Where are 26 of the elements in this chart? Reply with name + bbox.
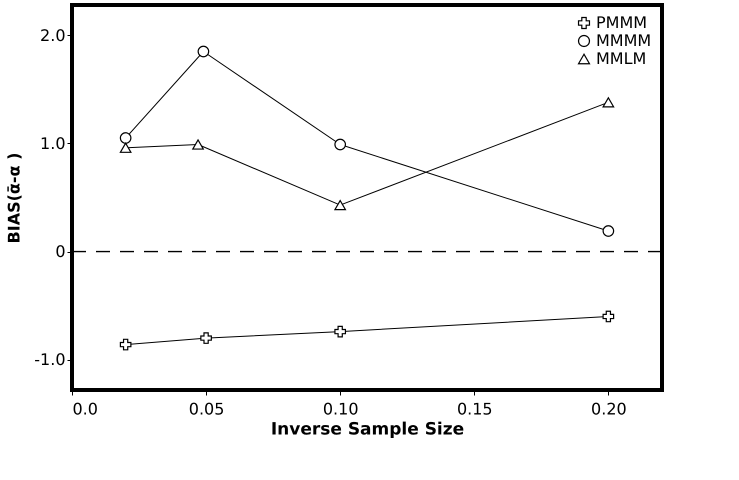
legend-label: PMMM <box>596 13 648 32</box>
point <box>198 46 210 58</box>
point <box>334 326 346 338</box>
point <box>334 200 346 210</box>
x-tick-label: 0.20 <box>591 400 627 418</box>
x-tick-label: 0.10 <box>322 400 358 418</box>
legend-label: MMMM <box>596 31 652 50</box>
point <box>602 225 614 237</box>
point <box>334 138 346 150</box>
point <box>602 310 614 322</box>
x-tick-label: 0.05 <box>188 400 224 418</box>
point <box>200 332 212 344</box>
y-tick-label: -1.0 <box>34 350 66 370</box>
y-tick-label: 0 <box>55 242 66 262</box>
y-tick-label: 1.0 <box>40 134 66 153</box>
legend-label: MMLM <box>596 49 646 68</box>
point <box>120 132 132 144</box>
point <box>602 97 614 108</box>
x-tick-label: 0.0 <box>72 400 98 418</box>
x-tick-label: 0.15 <box>456 400 493 418</box>
y-tick-label: 2.0 <box>40 26 66 45</box>
point <box>192 139 204 150</box>
y-axis-title: BIAS(ᾱ-α ) <box>4 152 24 244</box>
point <box>120 338 132 350</box>
point <box>120 142 132 153</box>
x-axis-title: Inverse Sample Size <box>270 420 464 440</box>
